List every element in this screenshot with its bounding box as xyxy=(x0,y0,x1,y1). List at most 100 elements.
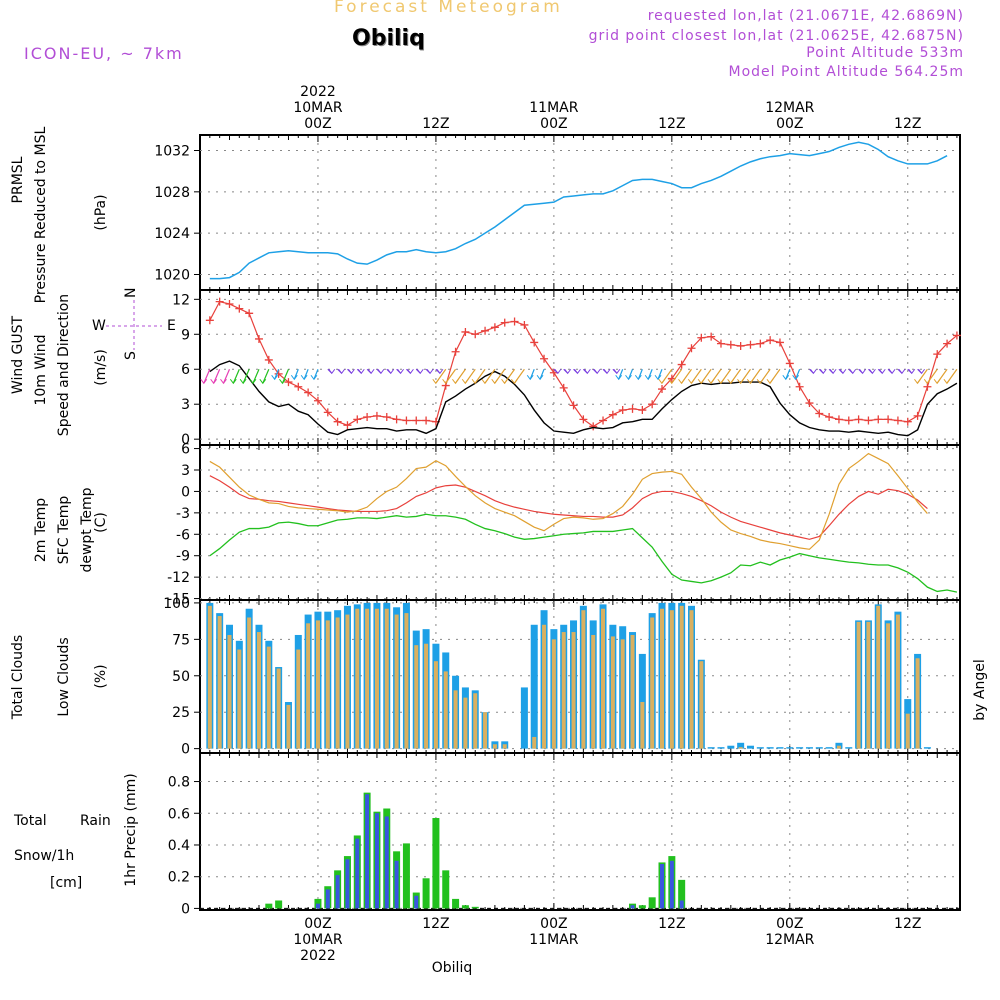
rain-bar xyxy=(442,870,450,909)
compass-e: E xyxy=(167,318,176,334)
wind-barb-head xyxy=(432,378,440,385)
low-cloud-bar xyxy=(443,671,448,749)
low-cloud-bar xyxy=(886,623,891,749)
rain-bar xyxy=(422,878,430,909)
dewpt-series-line xyxy=(209,513,958,593)
wind-ytick-label: 12 xyxy=(172,292,190,308)
wind-barb-head xyxy=(727,378,735,385)
rain-bar xyxy=(638,905,646,909)
wind-ylabel-gust: Wind GUST xyxy=(10,315,26,394)
low-cloud-bar xyxy=(502,744,507,749)
temperature-ytick-label: -6 xyxy=(176,527,190,543)
gust-marker xyxy=(648,400,657,409)
low-cloud-bar xyxy=(591,634,596,749)
gust-marker xyxy=(903,417,912,426)
temperature-ytick-label: 6 xyxy=(181,442,190,458)
wind-barb-head xyxy=(554,368,562,375)
low-cloud-bar xyxy=(414,645,419,749)
time-label-top: 12Z xyxy=(422,116,449,132)
snow-bar xyxy=(355,838,360,909)
gust-marker xyxy=(559,383,568,392)
gust-marker xyxy=(608,410,617,419)
gust-marker xyxy=(372,411,381,420)
snow-bar xyxy=(679,900,684,909)
compass-s: S xyxy=(123,351,139,360)
wind-ytick-label: 0 xyxy=(181,432,190,448)
wind-barb-head xyxy=(271,374,279,381)
gust-marker xyxy=(658,385,667,394)
total-cloud-bar xyxy=(776,747,784,749)
location-title: Obiliq xyxy=(352,26,425,51)
total-cloud-bar xyxy=(805,747,813,749)
wind-barb-head xyxy=(766,378,774,385)
wind-barb-head xyxy=(878,368,886,375)
low-cloud-bar xyxy=(325,620,330,749)
low-cloud-bar xyxy=(483,712,488,749)
wind-barb-head xyxy=(229,378,237,385)
cloud-ylabel-total: Total Clouds xyxy=(10,635,26,720)
wind-barb-head xyxy=(452,378,459,385)
clouds-ytick-label: 50 xyxy=(172,669,190,685)
wind-barb-head xyxy=(737,378,744,385)
gust-marker xyxy=(844,416,853,425)
time-label-bottom: 2022 xyxy=(300,948,336,964)
wind-barb-head xyxy=(615,374,623,381)
gust-marker xyxy=(264,355,273,364)
gust-marker xyxy=(461,327,470,336)
low-cloud-bar xyxy=(895,614,900,749)
wind-barb-head xyxy=(792,374,800,381)
low-cloud-bar xyxy=(669,610,674,749)
low-cloud-bar xyxy=(217,616,222,749)
low-cloud-bar xyxy=(542,624,547,749)
low-cloud-bar xyxy=(463,697,468,749)
precip-ylabel: 1hr Precip (mm) xyxy=(123,773,139,886)
total-cloud-bar xyxy=(727,745,735,749)
precip-ytick-label: 0.4 xyxy=(168,838,190,854)
rain-bar xyxy=(432,818,440,909)
gust-marker xyxy=(687,344,696,353)
wind-frame xyxy=(199,289,961,446)
low-cloud-bar xyxy=(856,621,861,749)
pressure-ylabel-1: PRMSL xyxy=(10,156,26,203)
temperature-ytick-label: -3 xyxy=(176,506,190,522)
rain-bar xyxy=(452,898,460,909)
wind-barb xyxy=(262,369,270,384)
low-cloud-bar xyxy=(227,634,232,749)
wind-barb-head xyxy=(239,378,247,385)
rain-bar xyxy=(471,906,479,909)
gust-marker xyxy=(952,331,961,340)
gust-marker xyxy=(353,415,362,424)
gust-marker xyxy=(697,333,706,342)
time-label-bottom: 12Z xyxy=(422,916,449,932)
time-label-top: 00Z xyxy=(776,116,803,132)
time-label-bottom: 00Z xyxy=(304,916,331,932)
wind-barb-head xyxy=(782,374,790,381)
compass-w: W xyxy=(92,318,106,334)
gust-marker xyxy=(530,338,539,347)
gust-marker xyxy=(245,309,254,318)
pressure-ytick-label: 1032 xyxy=(154,144,190,160)
gust-marker xyxy=(510,317,519,326)
low-cloud-bar xyxy=(276,668,281,749)
time-label-bottom: 00Z xyxy=(776,916,803,932)
gust-marker xyxy=(294,382,303,391)
low-cloud-bar xyxy=(296,649,301,749)
wind-barb-head xyxy=(654,374,662,381)
low-cloud-bar xyxy=(286,704,291,749)
gust-marker xyxy=(825,413,834,422)
wind-barb-head xyxy=(603,368,611,375)
wind-barb-head xyxy=(613,368,621,375)
low-cloud-bar xyxy=(306,623,311,749)
time-label-top: 00Z xyxy=(540,116,567,132)
total-cloud-bar xyxy=(825,747,833,749)
wind-barb-head xyxy=(933,378,941,385)
snow-bar xyxy=(335,875,340,909)
gust-marker xyxy=(775,338,784,347)
grid-point-coords: grid point closest lon,lat (21.0625E, 42… xyxy=(588,28,964,44)
time-label-bottom: 12MAR xyxy=(765,932,814,948)
low-cloud-bar xyxy=(660,608,665,749)
wind-barb-head xyxy=(717,378,725,385)
total-cloud-bar xyxy=(530,624,538,749)
time-label-top: 12Z xyxy=(658,116,685,132)
temp-ylabel-2m: 2m Temp xyxy=(33,498,49,562)
